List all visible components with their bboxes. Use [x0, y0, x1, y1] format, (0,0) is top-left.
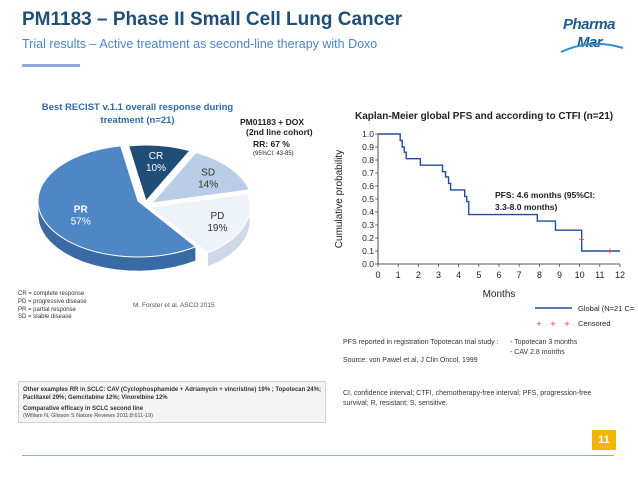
kaplan-meier-chart: 0.00.10.20.30.40.50.60.70.80.91.00 1 2 3 4 5 6… — [334, 129, 635, 329]
page-title: PM1183 – Phase II Small Cell Lung Cancer — [22, 9, 403, 30]
pie-value-pr: 57% — [71, 216, 91, 227]
km-x-tick-label: 6 — [496, 270, 501, 280]
km-pfs-note-ci: 3.3-8.0 months) — [495, 202, 558, 212]
km-y-axis-label: Cumulative probability — [334, 150, 345, 248]
pie-abbreviations: CR = complete response PD = progressive … — [18, 291, 108, 322]
pie-slice-cr — [127, 144, 191, 203]
km-y-tick-label: 1.0 — [362, 129, 374, 139]
other-examples-text: Other examples RR in SCLC: CAV (Cyclopho… — [23, 387, 321, 401]
km-x-tick-label: 8 — [537, 270, 542, 280]
km-x-tick-label: 3 — [436, 270, 441, 280]
km-y-tick-label: 0.2 — [362, 233, 374, 243]
km-y-tick-label: 0.7 — [362, 168, 374, 178]
pie-slice-sd — [150, 152, 250, 204]
other-examples-box: Other examples RR in SCLC: CAV (Cyclopho… — [18, 381, 326, 423]
logo-swoosh-icon — [560, 42, 624, 53]
km-legend-global: Global (N=21 C=3) — [578, 304, 635, 313]
km-x-tick-label: 1 — [396, 270, 401, 280]
km-y-tick-label: 0.0 — [362, 259, 374, 269]
topotecan-pfs: - Topotecan 3 months — [510, 339, 578, 346]
km-legend-censor-swatch: + — [550, 319, 555, 329]
km-pfs-note: PFS: 4.6 months (95%CI: — [495, 190, 595, 200]
pie-value-sd: 14% — [198, 180, 218, 191]
km-y-tick-label: 0.4 — [362, 207, 374, 217]
page-subtitle: Trial results – Active treatment as seco… — [22, 37, 378, 51]
comparative-efficacy-text: Comparative efficacy in SCLC second line — [23, 406, 144, 412]
km-censor-mark: + — [579, 235, 585, 246]
cohort-label: PM01183 + DOX (2nd line cohort) — [240, 117, 313, 137]
km-legend-censored: Censored — [578, 319, 611, 328]
km-y-tick-label: 0.8 — [362, 155, 374, 165]
km-x-tick-label: 7 — [517, 270, 522, 280]
pie-reference: M. Forster et al. ASCO 2015 — [133, 302, 215, 309]
cohort-label-line: PM01183 + DOX — [240, 117, 305, 127]
km-legend-censor-swatch: + — [536, 319, 541, 329]
km-y-tick-label: 0.6 — [362, 181, 374, 191]
abbr-sd: SD = stable disease — [18, 314, 72, 321]
comparative-efficacy-reference: (William N, Glisson S Nature Reviews 201… — [23, 413, 154, 419]
pie-value-cr: 10% — [146, 163, 166, 174]
km-x-tick-label: 2 — [416, 270, 421, 280]
cohort-label-line: (2nd line cohort) — [246, 127, 313, 137]
km-y-tick-label: 0.3 — [362, 220, 374, 230]
page-number-badge: 11 — [592, 430, 616, 450]
km-x-tick-label: 9 — [557, 270, 562, 280]
km-abbreviations: CI, confidence interval; CTFI, chemother… — [343, 390, 592, 407]
km-censor-mark: + — [607, 247, 613, 258]
km-y-tick-label: 0.1 — [362, 246, 374, 256]
km-x-tick-label: 12 — [615, 270, 625, 280]
km-chart-title: Kaplan-Meier global PFS and according to… — [355, 111, 614, 122]
pie-slice-pd — [148, 193, 251, 254]
km-series-line — [378, 133, 620, 252]
footer-rule — [22, 455, 614, 456]
abbr-cr: CR = complete response — [18, 291, 85, 297]
pie-label-pd: PD — [210, 211, 224, 222]
pie-slice-pr — [37, 145, 197, 258]
pie-label-cr: CR — [149, 151, 163, 162]
title-rule — [22, 64, 80, 67]
cav-pfs: - CAV 2.8 months — [510, 349, 565, 356]
logo-line-2: Mar — [577, 34, 603, 51]
km-x-tick-label: 0 — [375, 270, 380, 280]
km-x-tick-label: 5 — [476, 270, 481, 280]
abbr-pd: PD = progressive disease — [18, 298, 87, 305]
km-x-axis-label: Months — [483, 289, 516, 300]
km-legend-censor-swatch: + — [564, 319, 569, 329]
response-rate-ci: (95%CI: 43-85) — [253, 151, 294, 157]
logo-line-1: Pharma — [563, 16, 616, 33]
pharmamar-logo: Pharma Mar — [553, 14, 629, 60]
pie-label-pr: PR — [74, 204, 89, 215]
cohort-label-text: PM01183 + DOX (2nd line cohort) — [240, 117, 313, 137]
km-y-tick-label: 0.5 — [362, 194, 374, 204]
response-rate: RR: 67 % — [253, 139, 290, 149]
pie-value-pd: 19% — [207, 223, 227, 234]
abbr-pr: PR = partial response — [18, 306, 76, 313]
pie-label-sd: SD — [201, 168, 215, 179]
km-x-tick-label: 10 — [575, 270, 585, 280]
pfs-registration-text: PFS reported in registration Topotecan t… — [343, 339, 499, 346]
km-x-tick-label: 11 — [595, 270, 604, 280]
km-x-tick-label: 4 — [456, 270, 461, 280]
pie-chart-title: Best RECIST v.1.1 overall response durin… — [41, 102, 234, 126]
km-source: Source: von Pawel et al, J Clin Oncol, 1… — [343, 357, 478, 364]
km-y-tick-label: 0.9 — [362, 142, 374, 152]
